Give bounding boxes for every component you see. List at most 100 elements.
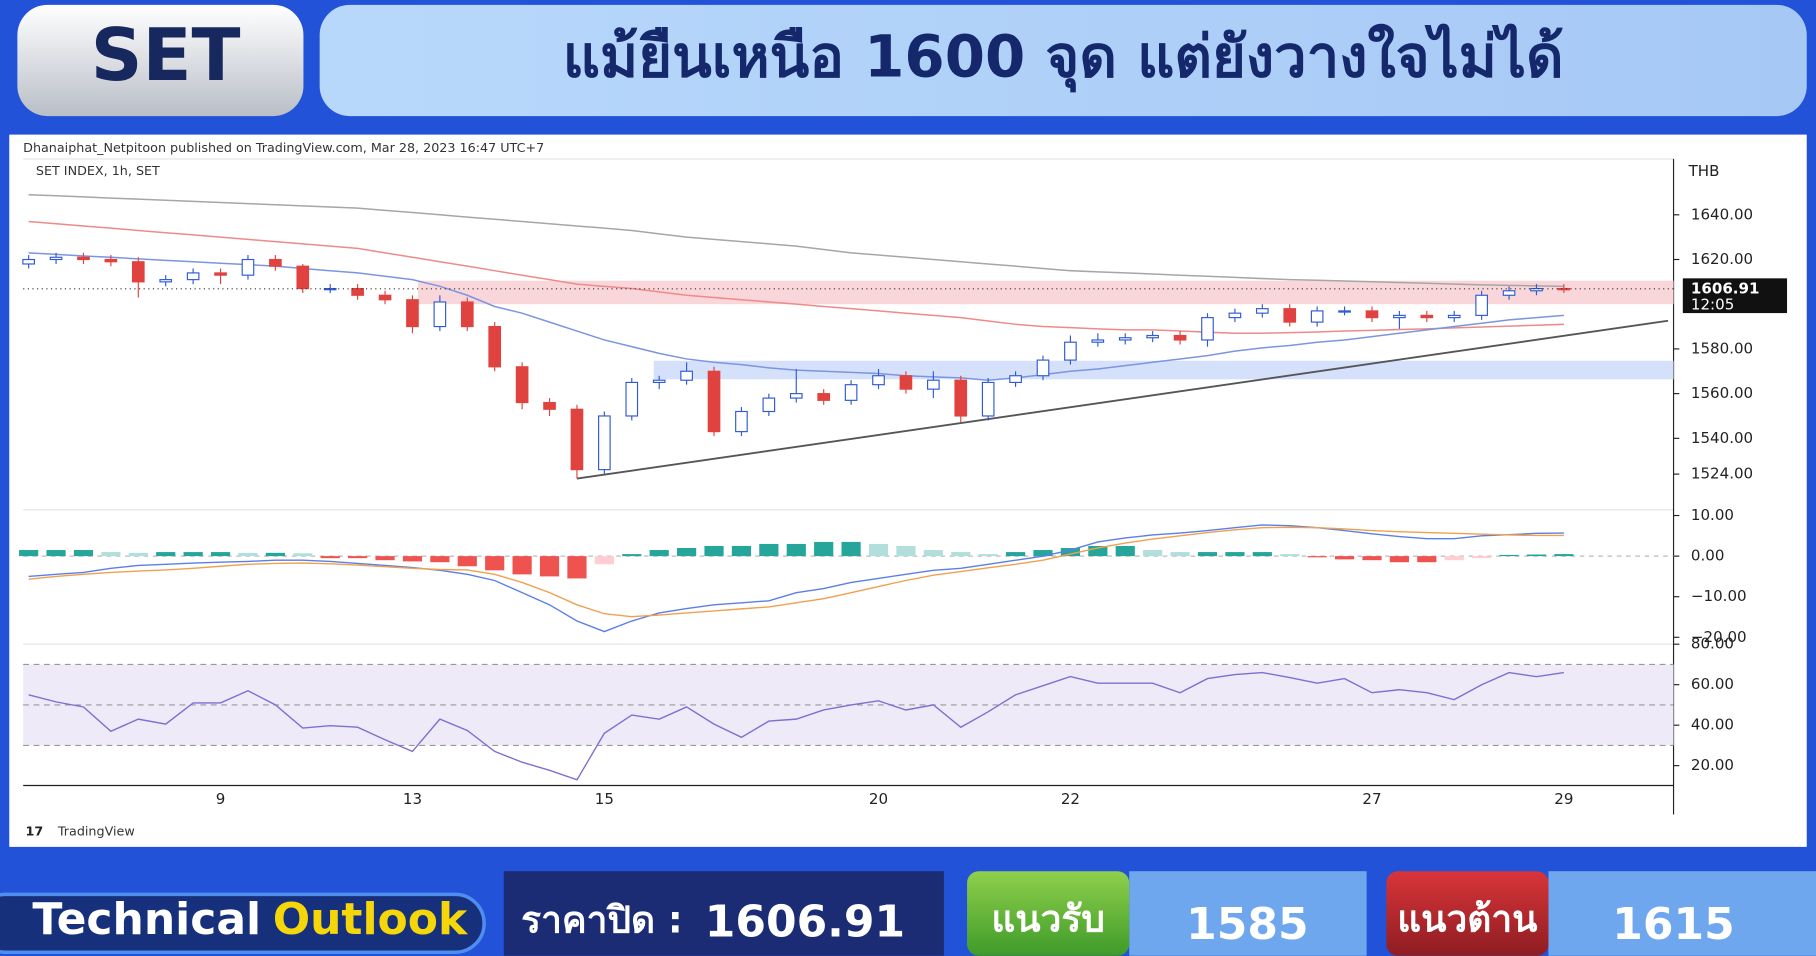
histogram-bar — [1389, 556, 1409, 563]
histogram-bar — [457, 556, 477, 567]
brand-title: Technical Outlook — [32, 894, 469, 945]
candle-body — [652, 379, 666, 384]
currency: THB — [1688, 162, 1720, 180]
x-tick-label: 29 — [1554, 790, 1573, 808]
candle-body — [1173, 334, 1187, 341]
histogram-bar — [1334, 556, 1355, 560]
histogram-bar — [46, 550, 66, 557]
candle-body — [131, 261, 145, 283]
candle-body — [269, 258, 282, 267]
symbol: SET INDEX, 1h, SET — [36, 164, 160, 179]
macd-line — [28, 526, 1564, 618]
candle-body — [296, 265, 310, 290]
x-tick-label: 13 — [403, 790, 422, 808]
histogram-bar — [73, 550, 94, 557]
candle-body — [1283, 308, 1297, 323]
histogram-bar — [923, 550, 943, 557]
resistance-panel — [1548, 871, 1816, 956]
candle-body — [1036, 359, 1050, 377]
histogram-bar — [786, 543, 806, 557]
x-tick-label: 27 — [1362, 790, 1381, 808]
histogram-bar — [1444, 556, 1464, 561]
histogram-bar — [622, 554, 642, 557]
histogram-bar — [19, 550, 39, 557]
histogram-bar — [677, 548, 697, 557]
candle-body — [872, 375, 885, 386]
candle-body — [625, 381, 639, 417]
y-tick-label: −10.00 — [1691, 587, 1747, 605]
candle-body — [159, 279, 173, 283]
y-tick-label: 1580.00 — [1691, 339, 1753, 357]
histogram-bar — [128, 552, 148, 557]
brand-word: Technical — [32, 894, 261, 945]
last-price-box — [1682, 278, 1788, 314]
candle-body — [1064, 341, 1077, 361]
rsi-line — [28, 671, 1564, 781]
candle-body — [543, 401, 556, 410]
histogram-bar — [731, 545, 752, 557]
histogram-bar — [539, 556, 560, 577]
histogram-bar — [1554, 554, 1574, 557]
candle-body — [762, 397, 776, 413]
badge — [17, 4, 304, 117]
histogram-bar — [1362, 556, 1382, 561]
histogram-bar — [1033, 550, 1053, 557]
histogram-bar — [1499, 554, 1519, 557]
y-tick-label: 1524.00 — [1691, 465, 1753, 483]
close-panel — [503, 871, 944, 956]
histogram-bar — [594, 556, 614, 565]
candle-body — [1447, 314, 1461, 319]
candle-body — [186, 272, 200, 281]
candle-body — [680, 370, 693, 381]
moving-average — [28, 220, 1564, 334]
histogram-bar — [430, 556, 450, 563]
candle-body — [598, 415, 611, 471]
histogram-bar — [1472, 556, 1492, 559]
histogram-bar — [210, 552, 231, 557]
candle-body — [460, 301, 474, 328]
histogram-bar — [156, 552, 176, 557]
candle-body — [1475, 294, 1488, 316]
histogram-bar — [348, 556, 368, 559]
brand: TradingView — [57, 824, 135, 839]
histogram-bar — [101, 552, 121, 557]
histogram-bar — [1143, 550, 1163, 557]
zone — [653, 360, 1674, 380]
y-tick-label: 1540.00 — [1691, 429, 1753, 447]
last-price-label: 1606.91 — [1691, 279, 1760, 297]
candle-body — [214, 272, 227, 276]
resistance-value: 1615 — [1612, 899, 1734, 950]
histogram-bar — [814, 541, 834, 557]
candle-body — [1201, 317, 1214, 341]
histogram-bar — [951, 552, 971, 557]
candle-body — [1228, 312, 1242, 319]
histogram-bar — [841, 541, 861, 557]
x-tick-label: 15 — [595, 790, 614, 808]
histogram-bar — [567, 556, 587, 579]
histogram-bar — [1252, 552, 1272, 557]
histogram-bar — [978, 554, 998, 557]
support-panel — [1129, 871, 1367, 956]
histogram-bar — [265, 552, 285, 557]
countdown: 12:05 — [1691, 295, 1734, 313]
y-tick-label: 1560.00 — [1691, 384, 1753, 402]
y-tick-label: 80.00 — [1691, 635, 1734, 653]
candle-body — [981, 381, 995, 417]
resistance-badge — [1386, 871, 1549, 956]
histogram-bar — [1060, 548, 1081, 557]
histogram-bar — [485, 556, 505, 571]
histogram-bar — [1280, 554, 1300, 557]
candle-body — [735, 410, 748, 433]
brand-logo: 17 — [25, 824, 43, 839]
y-tick-label: 60.00 — [1691, 675, 1734, 693]
candle-body — [1310, 310, 1324, 323]
histogram-bar — [320, 556, 340, 559]
histogram-bar — [238, 552, 258, 557]
candle-body — [1146, 334, 1159, 339]
candle-body — [789, 393, 803, 399]
histogram-bar — [1170, 552, 1190, 557]
candle-body — [707, 370, 721, 433]
candle-body — [1009, 375, 1022, 384]
